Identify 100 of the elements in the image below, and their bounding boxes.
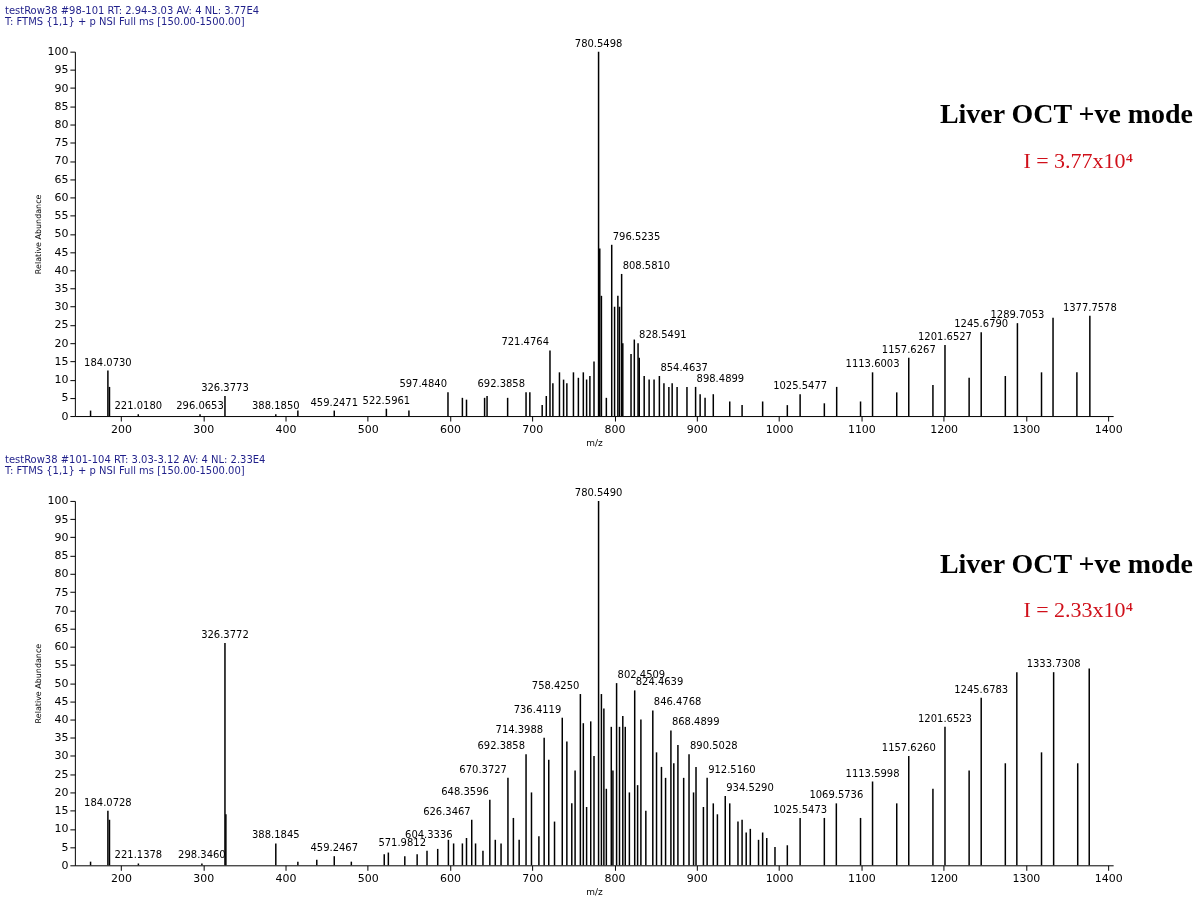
annotation: 670.3727 [459, 763, 507, 775]
y-tick-label: 20 [54, 785, 69, 799]
annotation: 459.2467 [310, 842, 359, 854]
x-tick-label: 600 [440, 422, 462, 436]
annotation: 1025.5477 [773, 380, 828, 392]
annotation: 1201.6527 [918, 331, 972, 343]
annotation: 597.4840 [399, 378, 447, 390]
x-tick-label: 1100 [847, 422, 876, 436]
annotation: 1289.7053 [990, 309, 1045, 321]
x-tick-label: 300 [193, 422, 215, 436]
x-tick-label: 1000 [765, 871, 794, 885]
y-tick-label: 60 [54, 640, 69, 654]
annotation: 780.5490 [574, 486, 623, 498]
x-tick-label: 300 [193, 871, 215, 885]
y-tick-label: 50 [54, 676, 69, 690]
x-tick-label: 800 [604, 871, 626, 885]
x-tick-label: 900 [686, 422, 708, 436]
annotation: 780.5498 [574, 37, 623, 49]
annotation: 388.1850 [252, 400, 300, 412]
y-tick-label: 80 [54, 118, 69, 132]
annotation: Liver OCT +ve mode [939, 547, 1194, 579]
y-tick-label: 60 [54, 190, 69, 204]
y-tick-label: 35 [54, 731, 69, 745]
x-tick-label: 200 [111, 422, 132, 436]
annotation: 626.3467 [423, 805, 471, 817]
annotation: 459.2471 [310, 396, 359, 408]
y-tick-label: 75 [54, 136, 69, 150]
y-tick-label: 15 [54, 354, 69, 368]
x-tick-label: 700 [522, 422, 544, 436]
annotation: 1201.6523 [918, 712, 972, 724]
y-tick-label: 55 [54, 209, 69, 223]
x-axis-title: m/z [586, 886, 604, 897]
annotation: 1069.5736 [809, 789, 864, 801]
annotation: 522.5961 [362, 394, 411, 406]
x-tick-label: 800 [604, 422, 626, 436]
annotation: 890.5028 [690, 740, 738, 752]
annotation: 296.0653 [176, 400, 224, 412]
y-tick-label: 70 [54, 603, 69, 617]
y-tick-label: 55 [54, 658, 69, 672]
annotation: Liver OCT +ve mode [939, 98, 1194, 130]
x-tick-label: 400 [275, 422, 297, 436]
annotation: 868.4899 [671, 716, 720, 728]
y-tick-label: 100 [47, 45, 69, 59]
y-tick-label: 5 [61, 840, 69, 854]
x-tick-label: 1100 [847, 871, 876, 885]
y-tick-label: 5 [61, 391, 69, 405]
annotation: 1113.5998 [845, 767, 900, 779]
annotation: 828.5491 [639, 329, 687, 341]
annotation: 898.4899 [696, 372, 745, 384]
annotation: 912.5160 [708, 763, 756, 775]
annotation: 1157.6260 [881, 742, 936, 753]
y-tick-label: 50 [54, 227, 69, 241]
y-tick-label: 15 [54, 804, 69, 818]
x-tick-label: 1200 [930, 871, 959, 885]
annotation: 221.1378 [114, 849, 163, 861]
y-tick-label: 40 [54, 263, 69, 277]
y-tick-label: 35 [54, 282, 69, 296]
y-tick-label: 10 [54, 822, 69, 836]
y-tick-label: 100 [47, 494, 69, 508]
annotation: 184.0728 [84, 796, 132, 808]
annotation: 221.0180 [114, 400, 163, 412]
annotation: 326.3773 [201, 382, 249, 394]
annotation: 648.3596 [441, 785, 489, 797]
x-tick-label: 1300 [1012, 871, 1041, 885]
chart-title: testRow38 #98-101 RT: 2.94-3.03 AV: 4 NL: 3.77E4 [4, 4, 260, 16]
y-tick-label: 90 [54, 81, 69, 95]
x-tick-label: 700 [522, 871, 544, 885]
x-tick-label: 500 [357, 871, 379, 885]
x-tick-label: 200 [111, 871, 132, 885]
y-tick-label: 40 [54, 713, 69, 727]
y-tick-label: 20 [54, 336, 69, 350]
chart-subtitle: T: FTMS {1,1} + p NSI Full ms [150.00-1500.00] [3, 464, 245, 476]
annotation: 1245.6790 [954, 318, 1009, 330]
annotation: 326.3772 [201, 629, 249, 641]
y-tick-label: 85 [54, 99, 69, 113]
annotation: 721.4764 [501, 336, 549, 348]
annotation: 808.5810 [622, 259, 671, 271]
y-tick-label: 25 [54, 318, 69, 332]
y-tick-label: 90 [54, 530, 69, 544]
y-tick-label: 0 [61, 409, 69, 423]
chart-title: testRow38 #101-104 RT: 3.03-3.12 AV: 4 NL: 2.33E4 [4, 453, 266, 465]
y-tick-label: 95 [54, 63, 69, 77]
annotation: 692.3858 [477, 740, 526, 752]
y-tick-label: 45 [54, 694, 69, 708]
y-axis-title: Relative Abundance [34, 643, 44, 724]
y-tick-label: 95 [54, 512, 69, 526]
x-axis-title: m/z [586, 437, 604, 448]
annotation: 1245.6783 [954, 683, 1009, 695]
annotation: I = 2.33x10⁴ [1023, 597, 1134, 623]
annotation: 934.5290 [726, 782, 774, 794]
annotation: 692.3858 [477, 378, 526, 390]
annotation: I = 3.77x10⁴ [1023, 147, 1134, 173]
x-tick-label: 1300 [1012, 422, 1041, 436]
y-tick-label: 45 [54, 245, 69, 259]
y-tick-label: 80 [54, 567, 69, 581]
y-tick-label: 75 [54, 585, 69, 599]
y-tick-label: 30 [54, 749, 69, 763]
annotation: 1025.5473 [773, 803, 828, 815]
annotation: 736.4119 [513, 703, 562, 715]
annotation: 846.4768 [653, 696, 702, 708]
